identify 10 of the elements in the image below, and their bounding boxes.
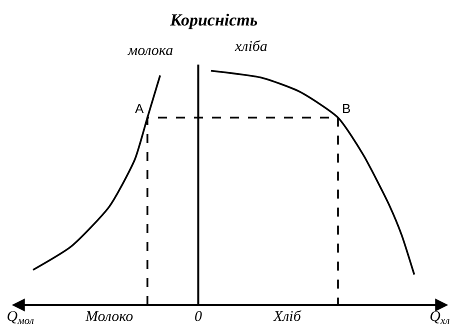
x-tick-label: Молоко [84, 309, 134, 325]
x-tick-label: 0 [194, 309, 202, 325]
chart-title: Корисність [169, 10, 258, 30]
series-label: молока [127, 43, 174, 59]
x-tick-label: Q$_{мол}$ [6, 309, 34, 328]
annotation: B [342, 101, 351, 116]
series-label: хліба [234, 39, 268, 55]
x-tick-label: Q$_{хл}$ [430, 309, 450, 328]
annotation: A [135, 101, 144, 116]
x-tick-label: Хліб [272, 309, 302, 325]
